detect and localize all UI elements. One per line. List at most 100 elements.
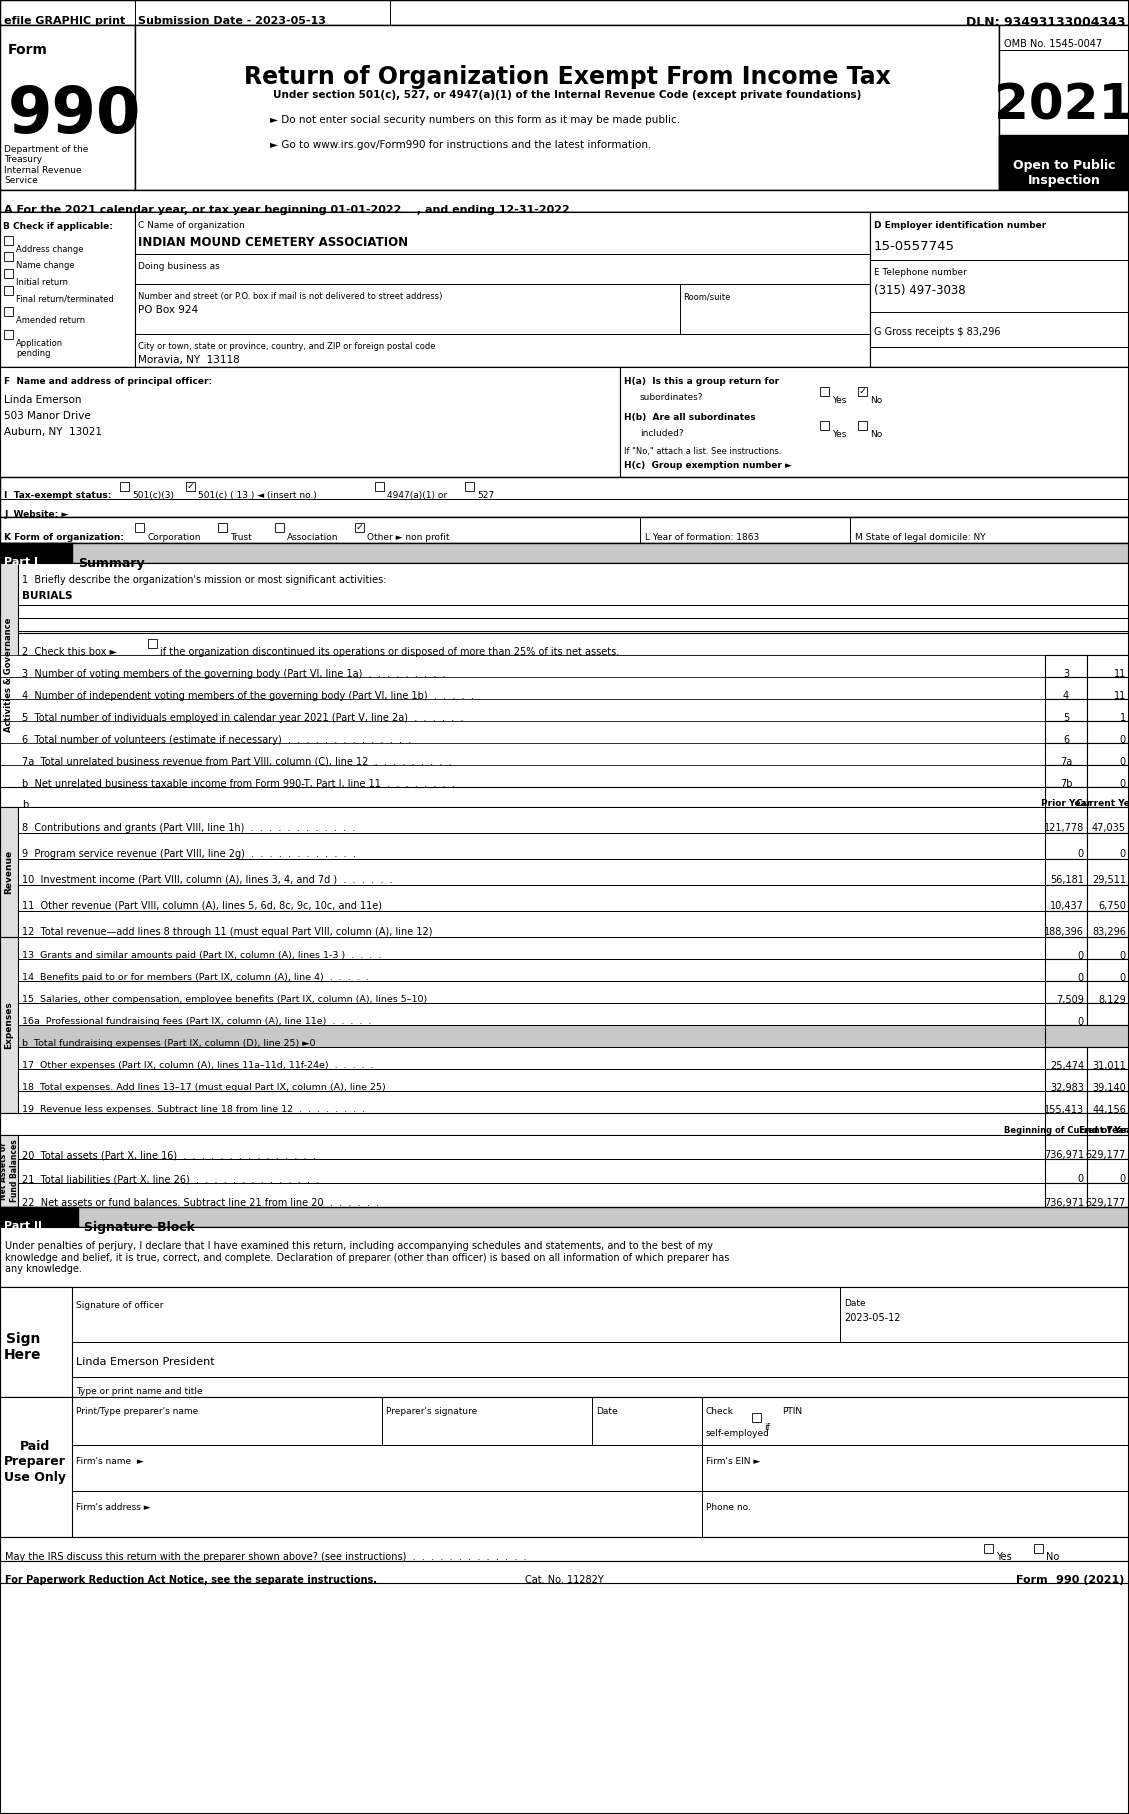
Bar <box>752 1413 761 1422</box>
Bar <box>1087 698 1129 720</box>
Bar <box>1087 860 1129 885</box>
Bar <box>465 483 474 492</box>
Text: I  Tax-exempt status:: I Tax-exempt status: <box>5 492 112 501</box>
Text: Address change: Address change <box>16 245 84 254</box>
Text: No: No <box>1045 1553 1059 1562</box>
Bar <box>0 1397 1129 1536</box>
Bar <box>1045 1183 1087 1206</box>
Bar <box>0 1206 78 1226</box>
Text: L Year of formation: 1863: L Year of formation: 1863 <box>645 533 759 542</box>
Bar <box>5 252 14 261</box>
Text: 7a: 7a <box>1060 756 1073 767</box>
Bar <box>0 366 1129 477</box>
Text: Moravia, NY  13118: Moravia, NY 13118 <box>138 356 239 365</box>
Bar <box>1045 787 1087 807</box>
Bar <box>1045 720 1087 744</box>
Text: Open to Public
Inspection: Open to Public Inspection <box>1013 160 1115 187</box>
Bar <box>1087 677 1129 698</box>
Text: G Gross receipts $ 83,296: G Gross receipts $ 83,296 <box>874 327 1000 337</box>
Bar <box>1087 807 1129 833</box>
Bar <box>0 517 1129 542</box>
Text: b: b <box>21 800 28 811</box>
Text: E Telephone number: E Telephone number <box>874 268 966 278</box>
Text: ► Go to www.irs.gov/Form990 for instructions and the latest information.: ► Go to www.irs.gov/Form990 for instruct… <box>270 140 651 151</box>
Text: b  Total fundraising expenses (Part IX, column (D), line 25) ►0: b Total fundraising expenses (Part IX, c… <box>21 1039 315 1048</box>
Bar <box>820 421 829 430</box>
Text: Linda Emerson President: Linda Emerson President <box>76 1357 215 1368</box>
Text: M State of legal domicile: NY: M State of legal domicile: NY <box>855 533 986 542</box>
Text: Summary: Summary <box>78 557 145 570</box>
Text: H(a)  Is this a group return for: H(a) Is this a group return for <box>624 377 779 386</box>
Text: 0: 0 <box>1078 849 1084 860</box>
Text: H(b)  Are all subordinates: H(b) Are all subordinates <box>624 414 755 423</box>
Text: 12  Total revenue—add lines 8 through 11 (must equal Part VIII, column (A), line: 12 Total revenue—add lines 8 through 11 … <box>21 927 432 938</box>
Text: 5: 5 <box>1062 713 1069 724</box>
Text: H(c)  Group exemption number ►: H(c) Group exemption number ► <box>624 461 791 470</box>
Text: 188,396: 188,396 <box>1044 927 1084 938</box>
Bar <box>218 522 227 532</box>
Text: 83,296: 83,296 <box>1092 927 1126 938</box>
Text: 11: 11 <box>1113 669 1126 678</box>
Text: If "No," attach a list. See instructions.: If "No," attach a list. See instructions… <box>624 446 781 455</box>
Text: 736,971: 736,971 <box>1044 1197 1084 1208</box>
Bar <box>18 938 1129 960</box>
Text: C Name of organization: C Name of organization <box>138 221 245 230</box>
Bar <box>0 787 1129 807</box>
Text: Beginning of Current Year: Beginning of Current Year <box>1004 1126 1128 1136</box>
Text: ✓: ✓ <box>186 483 194 492</box>
Bar <box>984 1544 994 1553</box>
Bar <box>5 287 14 296</box>
Text: 527: 527 <box>476 492 495 501</box>
Text: 503 Manor Drive: 503 Manor Drive <box>5 412 90 421</box>
Text: 32,983: 32,983 <box>1050 1083 1084 1094</box>
Text: 0: 0 <box>1120 756 1126 767</box>
Text: 7,509: 7,509 <box>1056 996 1084 1005</box>
Text: F  Name and address of principal officer:: F Name and address of principal officer: <box>5 377 212 386</box>
Bar <box>0 655 1129 677</box>
Text: 47,035: 47,035 <box>1092 824 1126 833</box>
Bar <box>18 860 1129 885</box>
Bar <box>1045 807 1087 833</box>
Bar <box>186 483 195 492</box>
Bar <box>135 522 145 532</box>
Text: 6: 6 <box>1062 735 1069 746</box>
Bar <box>0 477 1129 517</box>
Bar <box>999 25 1129 190</box>
Bar <box>1045 655 1087 677</box>
Bar <box>0 766 1129 787</box>
Text: 5  Total number of individuals employed in calendar year 2021 (Part V, line 2a) : 5 Total number of individuals employed i… <box>21 713 464 724</box>
Bar <box>1045 960 1087 981</box>
Text: 7b: 7b <box>1060 778 1073 789</box>
Text: 39,140: 39,140 <box>1092 1083 1126 1094</box>
Text: End of Year: End of Year <box>1079 1126 1129 1136</box>
Bar <box>858 386 867 395</box>
Bar <box>1045 1114 1087 1136</box>
Text: K Form of organization:: K Form of organization: <box>5 533 124 542</box>
Text: Firm's EIN ►: Firm's EIN ► <box>706 1457 760 1466</box>
Text: included?: included? <box>640 428 684 437</box>
Text: Form   990 (2021): Form 990 (2021) <box>1016 1575 1124 1585</box>
Bar <box>1045 860 1087 885</box>
Bar <box>1045 1090 1087 1114</box>
Bar <box>18 981 1129 1003</box>
Text: Number and street (or P.O. box if mail is not delivered to street address): Number and street (or P.O. box if mail i… <box>138 292 443 301</box>
Text: Initial return: Initial return <box>16 278 68 287</box>
Bar <box>0 1397 72 1536</box>
Text: INDIAN MOUND CEMETERY ASSOCIATION: INDIAN MOUND CEMETERY ASSOCIATION <box>138 236 408 249</box>
Bar <box>0 720 1129 744</box>
Text: D Employer identification number: D Employer identification number <box>874 221 1047 230</box>
Text: Current Year: Current Year <box>1076 798 1129 807</box>
Bar <box>1087 1183 1129 1206</box>
Text: 10  Investment income (Part VIII, column (A), lines 3, 4, and 7d )  .  .  .  .  : 10 Investment income (Part VIII, column … <box>21 874 393 885</box>
Text: 0: 0 <box>1078 1018 1084 1027</box>
Text: 0: 0 <box>1078 972 1084 983</box>
Text: 8,129: 8,129 <box>1099 996 1126 1005</box>
Text: Paid
Preparer
Use Only: Paid Preparer Use Only <box>5 1440 65 1484</box>
Text: 0: 0 <box>1120 972 1126 983</box>
Text: 25,474: 25,474 <box>1050 1061 1084 1070</box>
Text: OMB No. 1545-0047: OMB No. 1545-0047 <box>1004 38 1102 49</box>
Text: May the IRS discuss this return with the preparer shown above? (see instructions: May the IRS discuss this return with the… <box>5 1553 526 1562</box>
Text: 0: 0 <box>1120 951 1126 961</box>
Text: 155,413: 155,413 <box>1044 1105 1084 1116</box>
Bar <box>999 134 1129 190</box>
